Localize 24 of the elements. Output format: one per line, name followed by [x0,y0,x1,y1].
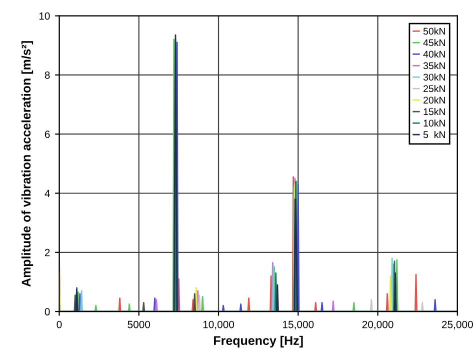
y-tick-label: 8 [44,71,50,79]
legend-label: 15kN [424,108,445,116]
legend-label: 10kN [424,119,445,127]
x-tick-label: 20,000 [362,320,394,330]
x-tick-label: 25,000 [442,320,473,330]
y-tick-label: 2 [44,248,50,256]
y-axis-title: Amplitude of vibration acceleration [m/s²] [21,41,34,287]
legend-label: 40kN [423,50,445,58]
x-tick-label: 5000 [128,320,150,328]
legend-label: 20kN [424,96,445,104]
legend-label: 5 kN [423,130,445,138]
x-axis-title: Frequency [Hz] [214,336,303,348]
legend-label: 35kN [423,62,445,70]
legend-label: 25kN [424,84,445,92]
x-tick-label: 15,000 [283,320,314,330]
x-tick-label: 0 [56,320,62,328]
y-tick-label: 10 [39,12,50,20]
legend-label: 30kN [423,73,445,81]
y-tick-label: 4 [44,190,50,198]
legend-label: 45kN [423,39,445,46]
y-tick-label: 6 [44,130,50,138]
y-tick-label: 0 [44,308,50,316]
legend-label: 50kN [423,28,445,35]
x-tick-label: 10,000 [203,320,234,330]
